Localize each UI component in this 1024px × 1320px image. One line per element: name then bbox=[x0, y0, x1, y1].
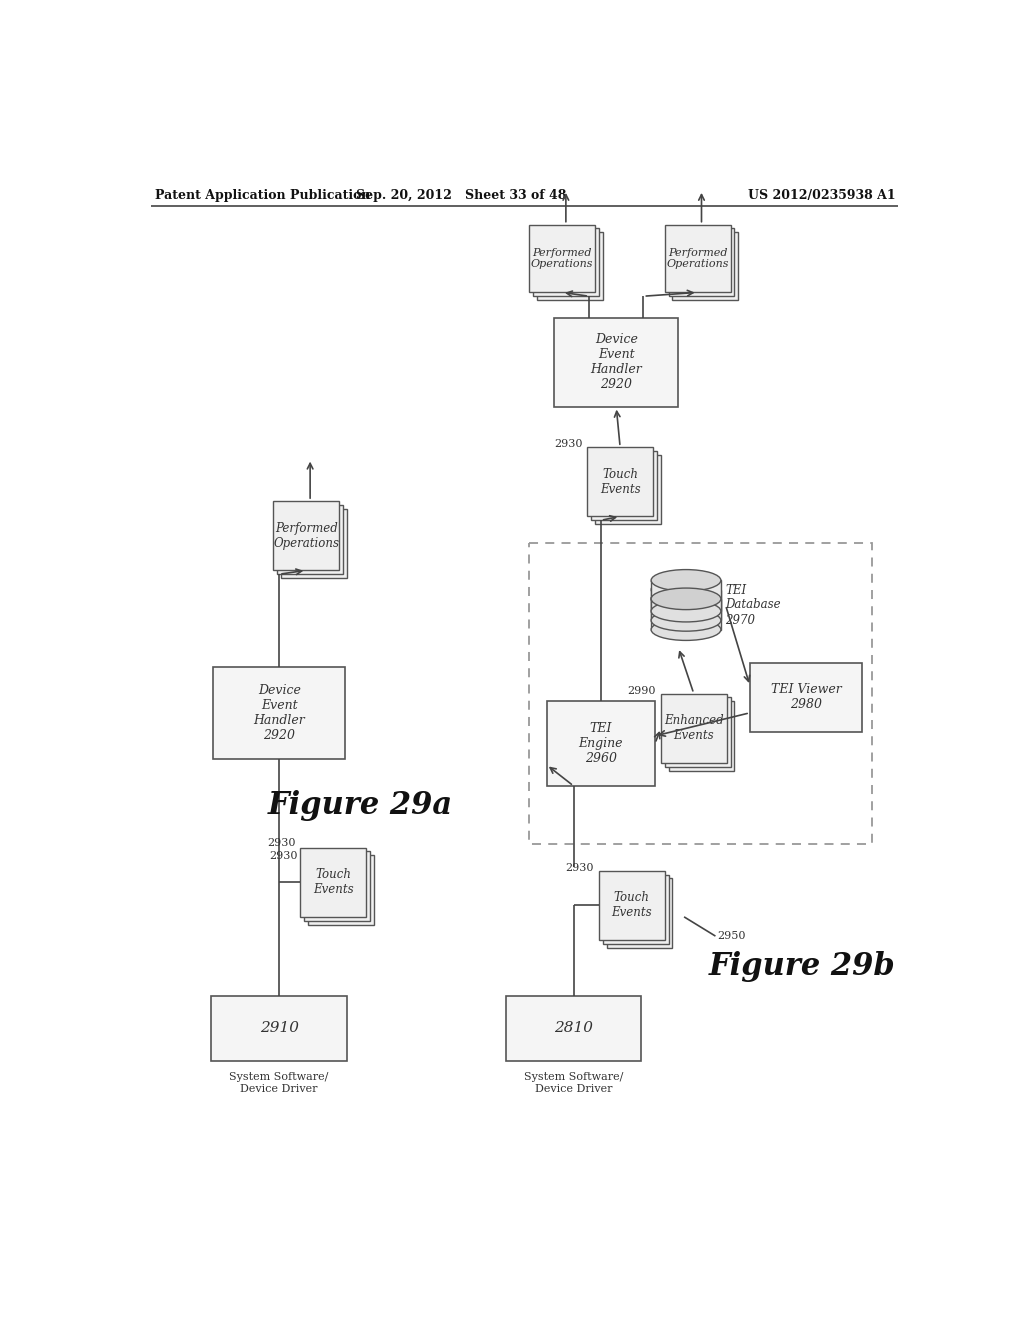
Bar bbox=[665, 697, 730, 767]
Text: Touch
Events: Touch Events bbox=[611, 891, 652, 919]
Bar bbox=[547, 701, 655, 785]
Bar bbox=[669, 228, 734, 296]
Bar bbox=[665, 224, 730, 293]
Text: 2930: 2930 bbox=[269, 850, 297, 861]
Text: 2990: 2990 bbox=[628, 686, 656, 696]
Bar bbox=[528, 544, 872, 843]
Bar bbox=[595, 455, 660, 524]
Bar bbox=[554, 318, 678, 407]
Ellipse shape bbox=[651, 610, 721, 631]
Ellipse shape bbox=[651, 589, 721, 610]
Bar bbox=[529, 224, 595, 293]
Bar bbox=[587, 447, 653, 516]
Bar bbox=[308, 855, 374, 924]
Text: Device
Event
Handler
2920: Device Event Handler 2920 bbox=[591, 334, 642, 392]
Bar bbox=[300, 847, 367, 917]
Text: Patent Application Publication: Patent Application Publication bbox=[155, 189, 371, 202]
Bar bbox=[599, 871, 665, 940]
Ellipse shape bbox=[651, 589, 721, 610]
Text: System Software/
Device Driver: System Software/ Device Driver bbox=[524, 1072, 624, 1093]
Bar bbox=[673, 232, 738, 300]
Text: Performed
Operations: Performed Operations bbox=[667, 248, 729, 269]
Text: Sep. 20, 2012   Sheet 33 of 48: Sep. 20, 2012 Sheet 33 of 48 bbox=[356, 189, 566, 202]
Bar bbox=[651, 581, 721, 611]
Bar bbox=[537, 232, 603, 300]
Bar bbox=[211, 995, 347, 1061]
Ellipse shape bbox=[651, 619, 721, 640]
Bar bbox=[281, 508, 347, 578]
Text: Figure 29b: Figure 29b bbox=[709, 952, 896, 982]
Bar bbox=[606, 878, 673, 948]
Bar bbox=[651, 590, 721, 620]
Bar bbox=[278, 506, 343, 574]
Text: Figure 29a: Figure 29a bbox=[268, 789, 453, 821]
Bar bbox=[304, 851, 371, 921]
Ellipse shape bbox=[651, 578, 721, 601]
Text: TEI
Database
2970: TEI Database 2970 bbox=[726, 583, 781, 627]
Bar bbox=[532, 228, 599, 296]
Text: 2950: 2950 bbox=[717, 931, 745, 941]
Bar bbox=[273, 502, 339, 570]
Bar bbox=[213, 667, 345, 759]
Text: Device
Event
Handler
2920: Device Event Handler 2920 bbox=[253, 684, 305, 742]
Text: 2930: 2930 bbox=[554, 440, 583, 449]
Text: TEI
Engine
2960: TEI Engine 2960 bbox=[579, 722, 623, 766]
Bar bbox=[660, 693, 727, 763]
Text: 2910: 2910 bbox=[260, 1022, 299, 1035]
Ellipse shape bbox=[651, 601, 721, 622]
Ellipse shape bbox=[651, 570, 721, 591]
Text: US 2012/0235938 A1: US 2012/0235938 A1 bbox=[748, 189, 895, 202]
Bar bbox=[651, 599, 721, 630]
Text: 2810: 2810 bbox=[554, 1022, 593, 1035]
Text: Touch
Events: Touch Events bbox=[313, 869, 353, 896]
Bar bbox=[603, 874, 669, 944]
Text: Performed
Operations: Performed Operations bbox=[530, 248, 593, 269]
Text: 2930: 2930 bbox=[267, 838, 296, 849]
Bar bbox=[750, 663, 862, 733]
Bar bbox=[506, 995, 641, 1061]
Text: 2930: 2930 bbox=[565, 863, 594, 873]
Bar bbox=[591, 451, 657, 520]
Text: Performed
Operations: Performed Operations bbox=[273, 521, 339, 549]
Text: TEI Viewer
2980: TEI Viewer 2980 bbox=[771, 684, 842, 711]
Bar bbox=[669, 701, 734, 771]
Text: System Software/
Device Driver: System Software/ Device Driver bbox=[229, 1072, 329, 1093]
Text: Touch
Events: Touch Events bbox=[600, 467, 640, 496]
Text: Enhanced
Events: Enhanced Events bbox=[664, 714, 724, 742]
